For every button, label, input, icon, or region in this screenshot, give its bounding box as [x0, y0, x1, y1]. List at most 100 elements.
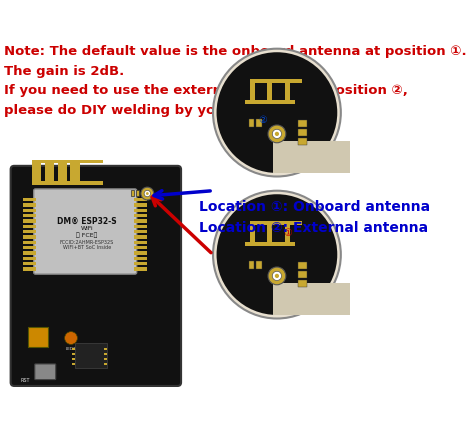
Bar — [248, 261, 254, 269]
FancyBboxPatch shape — [57, 160, 90, 163]
Bar — [23, 225, 36, 228]
Bar — [23, 262, 36, 265]
Bar — [298, 129, 307, 136]
Text: RST: RST — [20, 378, 29, 383]
FancyBboxPatch shape — [10, 166, 181, 386]
Bar — [72, 363, 74, 365]
Bar — [267, 83, 272, 100]
Bar — [134, 225, 146, 228]
Text: Note: The default value is the onboard antenna at position ①.: Note: The default value is the onboard a… — [3, 45, 466, 58]
Bar — [104, 353, 107, 355]
Circle shape — [275, 274, 279, 278]
FancyBboxPatch shape — [70, 160, 102, 163]
Bar — [134, 246, 146, 249]
Bar — [23, 257, 36, 260]
Bar — [23, 241, 36, 244]
Circle shape — [146, 192, 149, 195]
FancyBboxPatch shape — [34, 189, 137, 274]
Bar — [267, 79, 285, 83]
Bar — [23, 198, 36, 201]
Text: please do DIY welding by yourself: please do DIY welding by yourself — [3, 104, 258, 117]
Bar — [134, 257, 146, 260]
FancyBboxPatch shape — [57, 163, 67, 181]
Text: ①: ① — [283, 228, 292, 238]
FancyBboxPatch shape — [35, 364, 56, 379]
Bar — [267, 225, 272, 242]
Circle shape — [268, 125, 286, 143]
Bar — [245, 100, 295, 104]
FancyBboxPatch shape — [273, 283, 350, 315]
Bar — [134, 262, 146, 265]
Bar — [23, 220, 36, 223]
Bar — [285, 79, 302, 83]
Bar — [23, 209, 36, 212]
Bar — [134, 268, 146, 271]
Bar — [134, 220, 146, 223]
Text: Location ②: External antenna: Location ②: External antenna — [199, 221, 428, 235]
Text: LED1: LED1 — [66, 347, 76, 351]
Bar — [72, 348, 74, 350]
Bar — [285, 225, 290, 242]
Bar — [267, 221, 285, 225]
Bar — [134, 241, 146, 244]
Bar — [23, 268, 36, 271]
Text: WIFI+BT SoC Inside: WIFI+BT SoC Inside — [63, 245, 111, 250]
Bar — [104, 348, 107, 350]
Circle shape — [141, 187, 154, 200]
Bar — [74, 343, 107, 368]
Circle shape — [144, 190, 151, 197]
Bar — [134, 198, 146, 201]
Bar — [250, 83, 255, 100]
FancyBboxPatch shape — [32, 160, 64, 163]
Circle shape — [272, 271, 282, 281]
Bar — [72, 353, 74, 355]
Bar — [285, 83, 290, 100]
Text: FCCID:2AHMR-ESP32S: FCCID:2AHMR-ESP32S — [60, 240, 114, 245]
Circle shape — [217, 52, 337, 173]
Bar — [134, 209, 146, 212]
Text: ⓑ FCEⓒ: ⓑ FCEⓒ — [76, 232, 98, 238]
Text: Location ①: Onboard antenna: Location ①: Onboard antenna — [199, 200, 430, 214]
Bar — [134, 230, 146, 233]
Text: If you need to use the external antenna at position ②,: If you need to use the external antenna … — [3, 84, 408, 97]
Circle shape — [275, 132, 279, 136]
Bar — [23, 230, 36, 233]
Circle shape — [268, 267, 286, 285]
Bar — [134, 251, 146, 254]
Bar — [23, 204, 36, 206]
Bar — [134, 235, 146, 239]
Bar — [134, 204, 146, 206]
FancyBboxPatch shape — [273, 141, 350, 173]
FancyBboxPatch shape — [45, 163, 54, 181]
Bar — [104, 363, 107, 365]
Bar — [250, 79, 267, 83]
Bar — [250, 225, 255, 242]
Bar — [256, 261, 262, 269]
Bar — [23, 246, 36, 249]
Bar — [104, 357, 107, 360]
Bar — [23, 251, 36, 254]
Bar — [131, 190, 134, 196]
Bar — [298, 262, 307, 269]
Text: DM® ESP32-S: DM® ESP32-S — [57, 216, 117, 226]
Bar — [136, 190, 139, 196]
Circle shape — [64, 332, 77, 344]
Text: ②: ② — [258, 115, 267, 125]
Circle shape — [217, 194, 337, 315]
Bar — [248, 119, 254, 127]
FancyBboxPatch shape — [32, 163, 41, 181]
FancyBboxPatch shape — [70, 163, 80, 181]
Circle shape — [213, 191, 341, 318]
Bar — [28, 327, 48, 347]
Bar — [256, 119, 262, 127]
Bar — [298, 271, 307, 278]
Bar — [250, 221, 267, 225]
Bar — [298, 138, 307, 145]
Bar — [285, 221, 302, 225]
Bar — [23, 235, 36, 239]
Bar — [23, 214, 36, 218]
Text: WiFi: WiFi — [81, 226, 93, 231]
FancyBboxPatch shape — [45, 160, 77, 163]
Circle shape — [272, 129, 282, 139]
FancyBboxPatch shape — [32, 181, 103, 185]
